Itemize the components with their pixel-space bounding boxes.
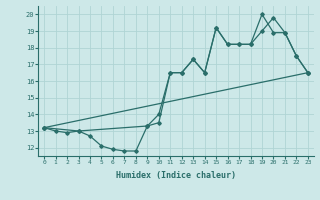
- X-axis label: Humidex (Indice chaleur): Humidex (Indice chaleur): [116, 171, 236, 180]
